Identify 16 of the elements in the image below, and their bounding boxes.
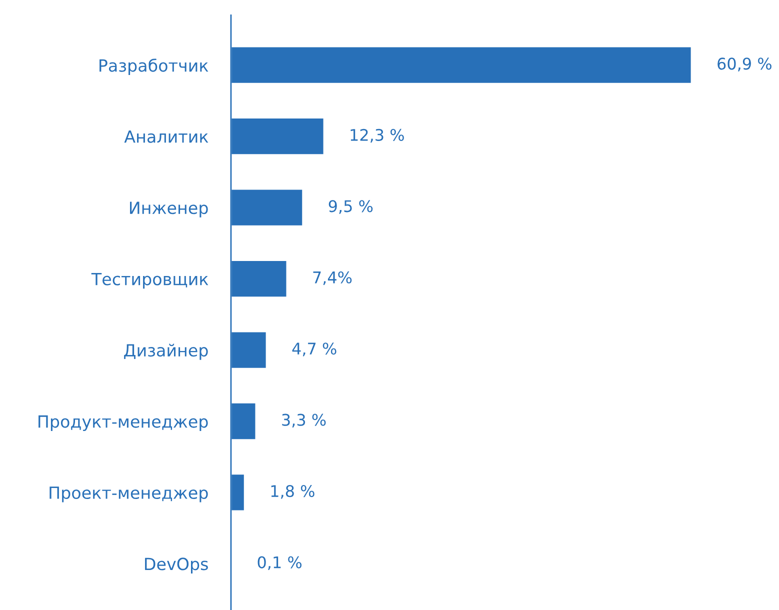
data-label: 9,5 % <box>328 200 373 214</box>
y-tick-label: Тестировщик <box>91 272 208 289</box>
y-tick-label: Проект-менеджер <box>50 486 208 502</box>
data-label: 12,3 % <box>350 128 404 143</box>
data-label: 7,4% <box>313 271 352 286</box>
data-label: 1,8 % <box>271 485 314 499</box>
y-tick-label: Разработчик <box>100 58 208 76</box>
data-label: 3,3 % <box>282 414 326 428</box>
data-label: 4,7 % <box>292 342 336 356</box>
data-label: 0,1 % <box>258 556 302 570</box>
y-tick-label: Дизайнер <box>124 344 208 360</box>
y-tick-label: Инженер <box>130 202 208 218</box>
y-tick-label: DevOps <box>145 558 208 574</box>
y-tick-label: Продукт-менеджер <box>38 415 208 432</box>
y-tick-label: Аналитик <box>124 130 208 143</box>
data-label: 60,9 % <box>718 58 772 72</box>
